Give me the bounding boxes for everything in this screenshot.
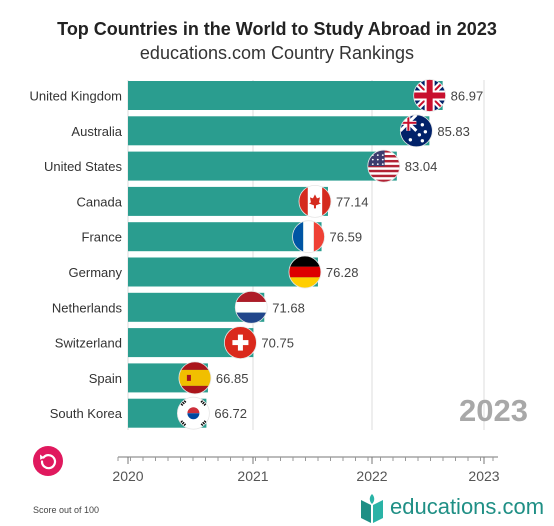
value-label: 85.83 [437, 124, 470, 139]
x-tick-label: 2021 [237, 468, 268, 484]
category-label: Netherlands [52, 300, 123, 315]
chart-subtitle: educations.com Country Rankings [139, 43, 415, 63]
south-korea-flag-icon [176, 396, 210, 430]
category-label: France [82, 230, 122, 245]
bar-row: Spain 66.85 [89, 361, 249, 395]
category-label: United Kingdom [30, 89, 123, 104]
bar-row: Germany 76.28 [69, 255, 359, 289]
bar-row: Netherlands 71.68 [52, 290, 305, 324]
bar-chart: 2020 2021 2022 2023 United Kingdom 86.97 Austr… [30, 79, 500, 484]
category-label: Germany [69, 265, 123, 280]
value-label: 76.59 [330, 230, 363, 245]
value-label: 76.28 [326, 265, 359, 280]
bar [128, 186, 328, 216]
category-label: Switzerland [55, 336, 122, 351]
value-label: 83.04 [405, 159, 438, 174]
bar [128, 222, 322, 252]
bars: United Kingdom 86.97 Australia 85.83 United … [30, 79, 484, 430]
bar [128, 151, 397, 181]
chart-title: Top Countries in the World to Study Abro… [57, 19, 497, 39]
bar-row: Canada 77.14 [76, 184, 369, 218]
category-label: Canada [76, 194, 122, 209]
switzerland-flag-icon [224, 326, 257, 360]
value-label: 66.72 [214, 406, 247, 421]
educations-logo[interactable]: educations.com [358, 492, 544, 524]
category-label: Spain [89, 371, 122, 386]
spain-flag-icon [178, 361, 212, 395]
bar-row: Australia 85.83 [71, 114, 470, 148]
canada-flag-icon [298, 184, 332, 218]
value-label: 70.75 [261, 336, 294, 351]
x-axis: 2020 2021 2022 2023 [112, 456, 500, 484]
replay-icon [40, 454, 57, 470]
germany-flag-icon [288, 255, 322, 289]
category-label: South Korea [50, 406, 123, 421]
brand-name: educations.com [390, 494, 545, 519]
uk-flag-icon [413, 79, 447, 112]
category-label: Australia [71, 124, 122, 139]
netherlands-flag-icon [234, 290, 268, 324]
us-flag-icon [367, 149, 401, 183]
bar-row: Switzerland 70.75 [55, 326, 294, 360]
bar-row: South Korea 66.72 [50, 396, 247, 430]
bar-row: United Kingdom 86.97 [30, 79, 484, 112]
bar [128, 81, 443, 110]
value-label: 77.14 [336, 194, 369, 209]
bar [128, 257, 318, 287]
year-stamp: 2023 [459, 393, 528, 428]
value-label: 71.68 [272, 300, 305, 315]
book-logo-icon [361, 494, 383, 523]
bar-row: France 76.59 [82, 220, 363, 254]
australia-flag-icon [399, 114, 433, 148]
x-tick-label: 2020 [112, 468, 143, 484]
france-flag-icon [292, 220, 325, 254]
bar-row: United States 83.04 [44, 149, 438, 183]
category-label: United States [44, 159, 123, 174]
value-label: 86.97 [451, 89, 484, 104]
x-tick-label: 2022 [356, 468, 387, 484]
bar [128, 116, 430, 146]
value-label: 66.85 [216, 371, 249, 386]
footnote: Score out of 100 [33, 505, 100, 515]
replay-button[interactable] [33, 446, 63, 476]
x-tick-label: 2023 [468, 468, 499, 484]
